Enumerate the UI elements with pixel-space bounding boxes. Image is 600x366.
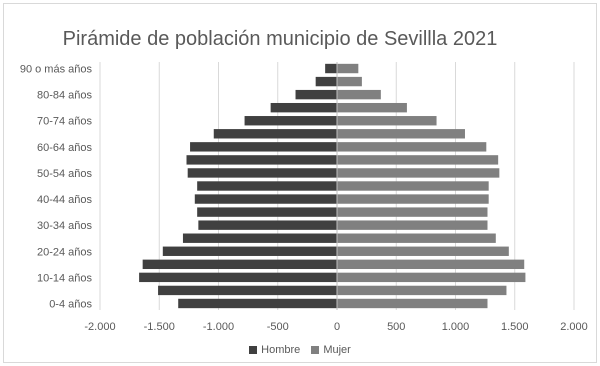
y-tick-label-2: 20-24 años [37, 246, 93, 258]
legend-label-hombre: Hombre [261, 344, 301, 356]
bar-mujer-9 [337, 181, 489, 191]
bar-mujer-17 [337, 76, 362, 87]
bar-hombre-8 [194, 194, 337, 204]
x-tick-label-6: 1.000 [442, 321, 470, 333]
x-tick-label-3: -500 [267, 321, 289, 333]
x-tick-label-0: -2.000 [84, 321, 115, 333]
x-tick-label-4: 0 [334, 321, 340, 333]
bar-mujer-4 [337, 246, 509, 256]
legend-label-mujer: Mujer [323, 344, 351, 356]
legend-swatch-mujer [311, 346, 320, 354]
bar-hombre-10 [187, 168, 337, 178]
bar-mujer-13 [337, 129, 465, 139]
bar-mujer-0 [337, 298, 488, 309]
x-tick-label-5: 500 [387, 321, 405, 333]
bar-hombre-11 [186, 155, 337, 165]
x-axis-tick-labels: -2.000 -1.500 -1.000 -500 0 500 1.000 1.500 2.00… [84, 321, 587, 333]
bar-mujer-14 [337, 116, 437, 126]
legend-item-mujer: Mujer [311, 344, 351, 356]
legend-swatch-hombre [249, 346, 258, 354]
bar-hombre-9 [197, 181, 337, 191]
bar-mujer-6 [337, 220, 488, 230]
bar-mujer-12 [337, 142, 487, 152]
bar-mujer-2 [337, 272, 526, 283]
x-tick-label-7: 1.500 [501, 321, 529, 333]
bar-mujer-7 [337, 207, 488, 217]
y-tick-label-0: 0-4 años [49, 298, 92, 310]
bar-hombre-18 [325, 63, 337, 74]
y-tick-label-3: 30-34 años [37, 220, 93, 232]
y-tick-label-8: 80-84 años [37, 90, 93, 102]
bar-mujer-10 [337, 168, 500, 178]
y-tick-label-9: 90 o más años [20, 64, 93, 76]
bar-hombre-5 [182, 233, 337, 243]
bar-hombre-12 [190, 142, 337, 152]
y-tick-label-7: 70-74 años [37, 116, 93, 128]
bar-hombre-14 [244, 116, 337, 126]
bar-mujer-15 [337, 102, 407, 113]
bar-mujer-18 [337, 63, 359, 74]
bar-mujer-8 [337, 194, 489, 204]
bar-mujer-1 [337, 285, 507, 296]
bar-mujer-16 [337, 89, 381, 100]
bar-hombre-17 [315, 76, 337, 87]
bar-hombre-4 [162, 246, 337, 256]
bar-mujer-3 [337, 259, 525, 270]
x-tick-label-2: -1.000 [203, 321, 234, 333]
bar-mujer-5 [337, 233, 496, 243]
bar-hombre-1 [158, 285, 337, 296]
bar-hombre-16 [295, 89, 337, 100]
y-tick-label-5: 50-54 años [37, 168, 93, 180]
legend: Hombre Mujer [0, 344, 600, 357]
bar-hombre-15 [270, 102, 337, 113]
bar-hombre-6 [198, 220, 337, 230]
bar-hombre-7 [197, 207, 337, 217]
bar-hombre-3 [142, 259, 337, 270]
legend-item-hombre: Hombre [249, 344, 300, 356]
x-tick-label-1: -1.500 [144, 321, 175, 333]
bar-mujer-11 [337, 155, 499, 165]
y-axis-tick-labels: 0-4 años 10-14 años 20-24 años 30-34 años 40… [20, 64, 93, 311]
bar-hombre-13 [213, 129, 337, 139]
bar-hombre-2 [139, 272, 337, 283]
x-tick-label-8: 2.000 [560, 321, 588, 333]
chart-title: Pirámide de población municipio de Sevil… [62, 28, 498, 50]
y-tick-label-1: 10-14 años [37, 272, 93, 284]
bars-group [139, 62, 526, 310]
y-tick-label-4: 40-44 años [37, 194, 93, 206]
bar-hombre-0 [178, 298, 337, 309]
y-tick-label-6: 60-64 años [37, 142, 93, 154]
